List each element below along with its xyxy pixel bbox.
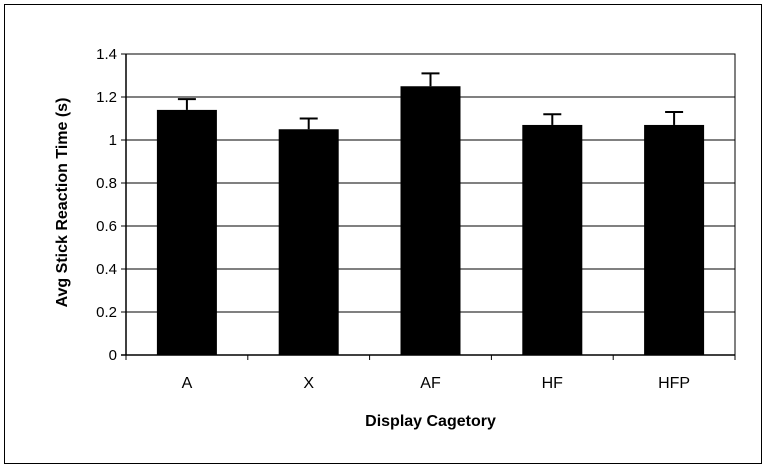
x-tick-label: HF <box>542 375 564 392</box>
y-tick-label: 1.4 <box>96 46 117 63</box>
bars <box>156 72 705 356</box>
x-tick-label: HFP <box>658 375 690 392</box>
bar <box>522 124 583 355</box>
y-tick-label: 1 <box>109 132 117 149</box>
x-axis-title: Display Cagetory <box>365 413 496 430</box>
bar <box>156 109 217 356</box>
y-tick-label: 0 <box>109 347 117 364</box>
bar <box>644 124 705 355</box>
x-tick-label: A <box>182 375 193 392</box>
tick-labels: 0 0.2 0.4 0.6 0.8 1 1.2 1.4 A X AF HF HFP <box>96 46 690 392</box>
y-tick-label: 0.8 <box>96 175 117 192</box>
y-axis-title: Avg Stick Reaction Time (s) <box>54 98 71 308</box>
x-tick-label: X <box>303 375 314 392</box>
x-tick-label: AF <box>420 375 441 392</box>
y-tick-label: 0.6 <box>96 218 117 235</box>
chart-frame <box>4 4 762 464</box>
y-tick-label: 0.2 <box>96 304 117 321</box>
y-tick-label: 1.2 <box>96 89 117 106</box>
axes <box>121 53 736 360</box>
bar <box>278 129 339 355</box>
y-tick-label: 0.4 <box>96 261 117 278</box>
bar <box>400 86 461 355</box>
